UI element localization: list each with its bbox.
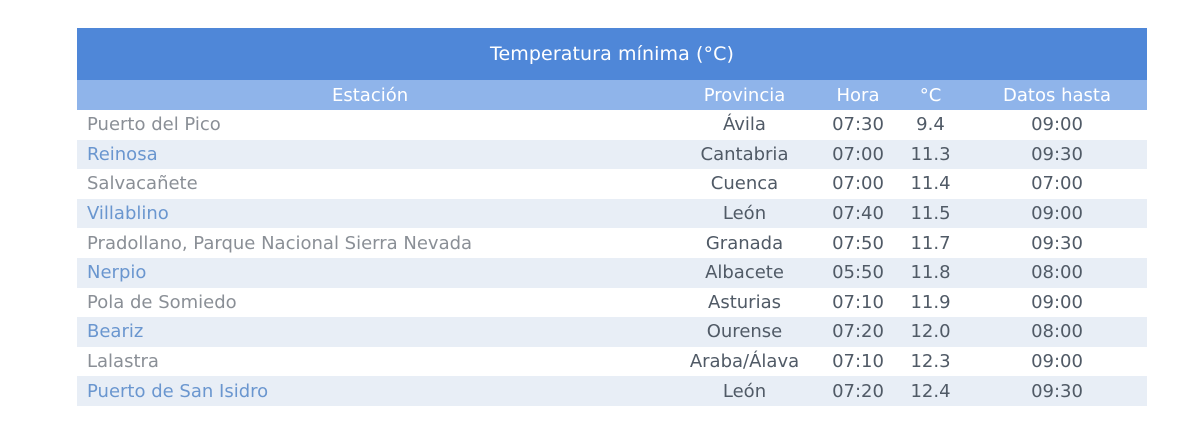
station-name[interactable]: Beariz	[87, 321, 144, 343]
temp-cell: 9.4	[916, 114, 945, 136]
table-row: Pradollano, Parque Nacional Sierra Nevad…	[77, 228, 1147, 258]
table-row: Beariz Ourense 07:20 12.0 08:00	[77, 317, 1147, 347]
until-cell: 09:00	[1031, 203, 1083, 225]
column-header-province[interactable]: Provincia	[703, 84, 786, 106]
table-row: Puerto del Pico Ávila 07:30 9.4 09:00	[77, 110, 1147, 140]
hour-cell: 05:50	[832, 262, 884, 284]
table-row: Nerpio Albacete 05:50 11.8 08:00	[77, 257, 1147, 288]
hour-cell: 07:20	[832, 380, 884, 402]
table-row: Villablino León 07:40 11.5 09:00	[77, 198, 1147, 229]
station-name[interactable]: Lalastra	[87, 351, 159, 373]
until-cell: 09:00	[1031, 351, 1083, 373]
column-header-until[interactable]: Datos hasta	[1003, 84, 1111, 106]
temp-cell: 11.3	[910, 143, 951, 165]
table-row: Reinosa Cantabria 07:00 11.3 09:30	[77, 139, 1147, 170]
until-cell: 09:30	[1031, 380, 1083, 402]
hour-cell: 07:40	[832, 203, 884, 225]
station-name[interactable]: Pradollano, Parque Nacional Sierra Nevad…	[87, 232, 473, 254]
table-title: Temperatura mínima (°C)	[77, 28, 1147, 80]
until-cell: 08:00	[1031, 321, 1083, 343]
station-name[interactable]: Salvacañete	[87, 173, 198, 195]
until-cell: 09:00	[1031, 114, 1083, 136]
table-row: Lalastra Araba/Álava 07:10 12.3 09:00	[77, 346, 1147, 377]
temp-cell: 12.0	[910, 321, 951, 343]
hour-cell: 07:10	[832, 351, 884, 373]
column-header-hour[interactable]: Hora	[836, 84, 880, 106]
station-name[interactable]: Puerto de San Isidro	[87, 380, 269, 402]
station-name[interactable]: Villablino	[87, 203, 169, 225]
column-header-station[interactable]: Estación	[332, 84, 409, 106]
province-cell: Albacete	[705, 262, 784, 284]
table-row: Puerto de San Isidro León 07:20 12.4 09:…	[77, 376, 1147, 406]
station-name[interactable]: Nerpio	[87, 262, 147, 284]
data-table: Estación Provincia Hora °C Datos hasta P…	[77, 80, 1147, 406]
province-cell: León	[722, 203, 767, 225]
province-cell: Asturias	[708, 291, 781, 313]
hour-cell: 07:30	[832, 114, 884, 136]
until-cell: 07:00	[1031, 173, 1083, 195]
until-cell: 08:00	[1031, 262, 1083, 284]
province-cell: Ourense	[706, 321, 783, 343]
station-name[interactable]: Reinosa	[87, 143, 158, 165]
province-cell: Araba/Álava	[689, 351, 800, 373]
station-name[interactable]: Pola de Somiedo	[87, 291, 237, 313]
province-cell: Ávila	[723, 114, 766, 136]
table-row: Pola de Somiedo Asturias 07:10 11.9 09:0…	[77, 287, 1147, 318]
until-cell: 09:00	[1031, 291, 1083, 313]
table-row: Salvacañete Cuenca 07:00 11.4 07:00	[77, 169, 1147, 199]
temperature-table: Temperatura mínima (°C) Estación Provinc…	[77, 28, 1147, 406]
temp-cell: 11.7	[910, 232, 951, 254]
hour-cell: 07:10	[832, 291, 884, 313]
header-row: Estación Provincia Hora °C Datos hasta	[77, 80, 1147, 110]
temp-cell: 12.3	[910, 351, 951, 373]
hour-cell: 07:20	[832, 321, 884, 343]
temp-cell: 11.4	[910, 173, 951, 195]
until-cell: 09:30	[1031, 143, 1083, 165]
hour-cell: 07:00	[832, 173, 884, 195]
hour-cell: 07:00	[832, 143, 884, 165]
until-cell: 09:30	[1031, 232, 1083, 254]
column-header-temp[interactable]: °C	[919, 84, 942, 106]
temp-cell: 11.9	[910, 291, 951, 313]
province-cell: Granada	[705, 232, 784, 254]
province-cell: Cuenca	[710, 173, 779, 195]
hour-cell: 07:50	[832, 232, 884, 254]
station-name[interactable]: Puerto del Pico	[87, 114, 221, 136]
temp-cell: 11.8	[910, 262, 951, 284]
province-cell: León	[722, 380, 767, 402]
province-cell: Cantabria	[700, 143, 789, 165]
temp-cell: 11.5	[910, 203, 951, 225]
temp-cell: 12.4	[910, 380, 951, 402]
